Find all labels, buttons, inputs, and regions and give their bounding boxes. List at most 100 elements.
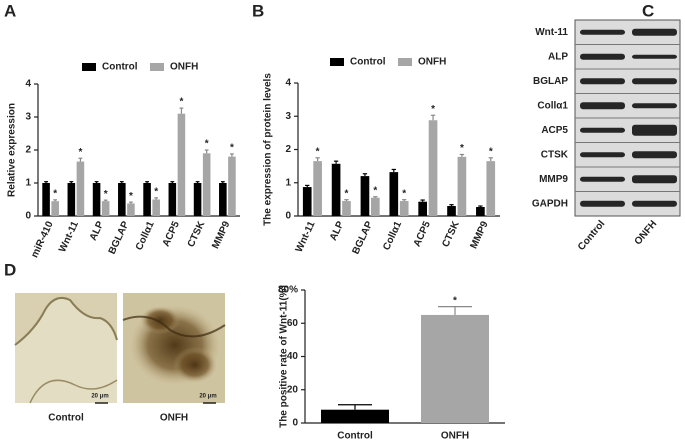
x-tick-label: Collα1 [381, 219, 404, 252]
blot-row-label: Wnt-11 [535, 27, 568, 38]
y-tick-label: 3 [25, 112, 31, 123]
bar [92, 183, 101, 216]
y-tick-label: 2 [25, 145, 31, 156]
legend-swatch [82, 63, 96, 71]
x-tick-label: CTSK [440, 219, 462, 249]
bar [313, 161, 322, 216]
blot-band [580, 53, 625, 60]
significance-mark: * [345, 188, 349, 199]
bar [331, 163, 341, 216]
panel-letter: D [4, 260, 16, 279]
x-tick-label: ONFH [441, 431, 469, 441]
x-tick-label: ACP5 [161, 219, 182, 248]
blot-row-label: BGLAP [533, 76, 568, 87]
legend-label: ONFH [418, 57, 446, 68]
blot-band [580, 102, 625, 110]
blot-row-label: MMP9 [539, 174, 568, 185]
significance-mark: * [78, 147, 82, 158]
x-tick-label: ALP [88, 219, 107, 242]
bar [360, 176, 370, 216]
significance-mark: * [402, 188, 406, 199]
bar [447, 206, 456, 216]
blot-row-label: ALP [548, 51, 568, 62]
bar [127, 203, 135, 216]
bar [51, 201, 59, 216]
y-tick-label: 40 [287, 351, 299, 362]
x-tick-label: MMP9 [210, 219, 232, 250]
bar [418, 201, 427, 216]
bar [421, 314, 489, 423]
blot-band [632, 151, 677, 159]
bar [118, 183, 126, 216]
blot-column-label: ONFH [633, 219, 660, 248]
bar [76, 161, 85, 216]
x-tick-label: BGLAP [350, 219, 375, 256]
bar [342, 201, 351, 216]
y-tick-label: 4 [25, 79, 31, 90]
bar [193, 183, 202, 216]
bar [389, 172, 399, 216]
bar [228, 156, 236, 216]
legend-swatch [330, 58, 344, 66]
y-tick-label: 1 [285, 177, 291, 188]
significance-mark: * [154, 186, 158, 197]
significance-mark: * [431, 104, 435, 115]
blot-band [580, 29, 625, 35]
blot-row-label: CTSK [541, 149, 569, 160]
y-axis-label: The expression of protein levels [263, 73, 274, 226]
y-tick-label: 0 [285, 211, 291, 222]
significance-mark: * [373, 185, 377, 196]
x-tick-label: Wnt-11 [294, 219, 318, 254]
blot-row-label: GAPDH [532, 198, 568, 209]
bar [202, 153, 211, 216]
panel-letter: A [4, 1, 16, 20]
blot-band [580, 152, 625, 158]
x-tick-label: Control [337, 431, 373, 441]
x-tick-label: MMP9 [468, 219, 490, 250]
micrograph-label: ONFH [160, 413, 188, 424]
blot-band [580, 78, 625, 85]
bar [457, 156, 467, 216]
micrograph-onfh [122, 293, 226, 404]
x-tick-label: Collα1 [134, 219, 157, 252]
significance-mark: * [489, 146, 493, 157]
bar [177, 113, 186, 216]
bar [321, 409, 389, 423]
significance-mark: * [460, 143, 464, 154]
blot-band [632, 175, 677, 184]
bar [101, 201, 110, 216]
y-tick-label: 4 [285, 78, 291, 89]
bar [152, 199, 160, 216]
panel-letter: B [252, 1, 264, 20]
y-tick-label: 20 [287, 384, 299, 395]
legend-label: Control [102, 62, 138, 73]
x-tick-label: CTSK [186, 219, 208, 249]
significance-mark: * [53, 188, 57, 199]
y-axis-label: The positive rate of Wnt-11(%) [279, 285, 290, 428]
bar [486, 161, 496, 216]
x-tick-label: BGLAP [107, 219, 132, 256]
bar [302, 187, 312, 216]
legend-label: Control [350, 57, 386, 68]
y-tick-label: 3 [285, 111, 291, 122]
scale-label: 20 μm [199, 394, 216, 400]
legend-swatch [398, 58, 412, 66]
bar [476, 207, 485, 216]
bar [219, 183, 227, 216]
y-tick-label: 60 [287, 318, 299, 329]
blot-row-label: Collα1 [537, 100, 568, 111]
significance-mark: * [316, 146, 320, 157]
blot-column-label: Control [576, 218, 607, 252]
significance-mark: * [104, 189, 108, 200]
bar [399, 201, 409, 216]
x-tick-label: miR-410 [29, 219, 56, 259]
significance-mark: * [179, 97, 183, 108]
bar [168, 183, 177, 216]
blot-band [632, 103, 677, 109]
y-tick-label: 0 [25, 211, 31, 222]
blot-band [632, 78, 677, 85]
micrograph-label: Control [48, 413, 84, 424]
legend-swatch [150, 63, 164, 71]
blot-band [632, 200, 677, 207]
